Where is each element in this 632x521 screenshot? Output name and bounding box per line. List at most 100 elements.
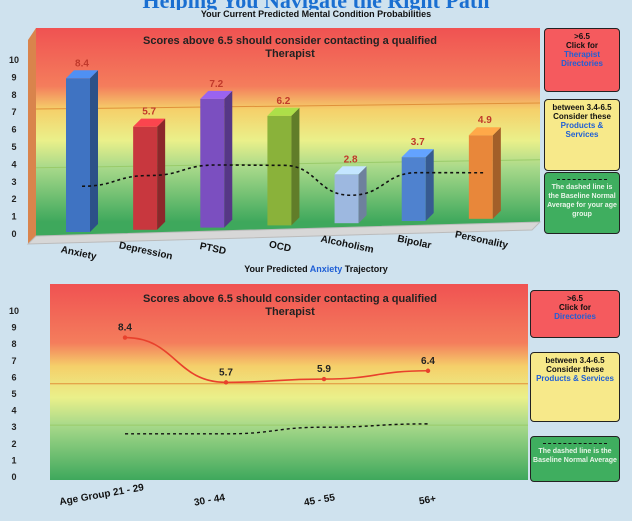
products-services-link-2[interactable]: between 3.4-6.5 Consider these Products … bbox=[530, 352, 620, 422]
chart2-ytick: 5 bbox=[11, 389, 16, 399]
chart2-point bbox=[122, 335, 128, 340]
chart1-bar bbox=[468, 135, 493, 219]
chart1-category-label: OCD bbox=[268, 239, 292, 254]
yellow2-link-label: Products & Services bbox=[536, 374, 614, 383]
red2-threshold-label: >6.5 bbox=[567, 294, 583, 303]
baseline-legend: The dashed line is the Baseline Normal A… bbox=[544, 172, 620, 234]
chart2-point bbox=[425, 368, 431, 373]
chart2-background bbox=[50, 284, 528, 480]
chart2-category-label: 30 - 44 bbox=[193, 492, 226, 508]
chart1-bar-side bbox=[224, 90, 233, 228]
baseline-legend-2: The dashed line is the Baseline Normal A… bbox=[530, 436, 620, 482]
chart2-category-label: 56+ bbox=[418, 494, 437, 508]
chart2-category-label: 45 - 55 bbox=[303, 492, 336, 508]
chart2-ytick: 2 bbox=[11, 439, 16, 449]
chart1-bar-side bbox=[492, 127, 501, 219]
chart1-bar-top bbox=[200, 90, 233, 99]
chart2-series-line bbox=[124, 336, 429, 384]
chart1-bar bbox=[133, 126, 158, 230]
chart1-ytick: 5 bbox=[11, 142, 16, 152]
chart1-baseline-line bbox=[81, 164, 485, 197]
chart2-title-highlight: Anxiety bbox=[309, 264, 343, 274]
chart1-ytick: 4 bbox=[11, 159, 16, 169]
red-click-label: Click for bbox=[565, 41, 598, 50]
chart2-ytick: 0 bbox=[11, 472, 16, 482]
chart2-title-prefix: Your Predicted bbox=[244, 264, 310, 274]
chart1-ytick: 3 bbox=[11, 177, 16, 187]
chart1-bar bbox=[334, 174, 359, 224]
chart2-title-suffix: Trajectory bbox=[342, 264, 388, 274]
chart1-title: Your Current Predicted Mental Condition … bbox=[200, 9, 432, 19]
chart1-category-label: PTSD bbox=[199, 241, 227, 257]
therapist-directories-link[interactable]: >6.5 Click for Therapist Directories bbox=[544, 28, 620, 92]
yellow-range-label: between 3.4-6.5 bbox=[552, 103, 612, 112]
chart1-data-label: 8.4 bbox=[75, 58, 89, 69]
chart2-point bbox=[223, 380, 229, 385]
chart2-ytick: 4 bbox=[11, 406, 16, 416]
chart1-bar-top bbox=[401, 149, 434, 158]
yellow-link-label: Products & Services bbox=[560, 121, 604, 139]
chart2-title: Your Predicted Anxiety Trajectory bbox=[0, 264, 632, 274]
chart1-ytick: 8 bbox=[11, 90, 16, 100]
red-threshold-label: >6.5 bbox=[574, 32, 590, 41]
chart1-category-label: Personality bbox=[454, 229, 509, 251]
directories-link[interactable]: >6.5 Click for Directories bbox=[530, 290, 620, 338]
chart1-side-wall bbox=[28, 28, 36, 244]
chart2-subtitle: Scores above 6.5 should consider contact… bbox=[143, 293, 437, 305]
chart1-category-label: Alcoholism bbox=[320, 234, 375, 256]
chart1-bar bbox=[401, 157, 426, 221]
chart1-bar bbox=[66, 78, 90, 232]
chart1-data-label: 7.2 bbox=[209, 79, 223, 90]
chart2-ytick: 1 bbox=[11, 455, 16, 465]
chart2-baseline-line bbox=[125, 423, 429, 435]
red-link-label: Therapist Directories bbox=[561, 50, 603, 68]
chart1-category-label: Anxiety bbox=[60, 244, 98, 262]
chart1-data-label: 2.8 bbox=[344, 154, 358, 165]
chart2-point bbox=[321, 376, 327, 382]
chart2-data-label: 6.4 bbox=[421, 356, 435, 367]
chart1-bar bbox=[267, 115, 292, 226]
chart1-ytick: 0 bbox=[11, 229, 16, 239]
chart1-ytick: 7 bbox=[11, 107, 16, 117]
page-banner: Helping You Navigate the Right Path bbox=[0, 0, 632, 10]
chart1-bar-top bbox=[468, 127, 501, 136]
chart1-data-label: 3.7 bbox=[411, 137, 425, 148]
chart1-category-label: Depression bbox=[118, 240, 174, 262]
chart2-subtitle-line2: Therapist bbox=[265, 306, 315, 318]
chart1-category-label: Bipolar bbox=[396, 234, 432, 252]
chart1-bar-top bbox=[133, 118, 166, 127]
baseline-legend-text-2: The dashed line is the Baseline Normal A… bbox=[533, 448, 617, 464]
chart2-ytick: 9 bbox=[11, 323, 16, 333]
chart2-data-label: 5.9 bbox=[317, 364, 331, 375]
baseline-legend-swatch bbox=[557, 179, 607, 180]
chart2-ytick: 3 bbox=[11, 422, 16, 432]
chart1-data-label: 6.2 bbox=[276, 96, 290, 107]
yellow-consider-label: Consider these bbox=[553, 112, 611, 121]
yellow2-consider-label: Consider these bbox=[546, 365, 604, 374]
baseline-legend-text: The dashed line is the Baseline Normal A… bbox=[547, 184, 617, 218]
chart2-data-label: 8.4 bbox=[118, 323, 132, 334]
chart1-threshold-high bbox=[35, 102, 541, 110]
chart1-bar-top bbox=[267, 107, 300, 116]
chart1-subtitle: Scores above 6.5 should consider contact… bbox=[143, 35, 437, 47]
products-services-link[interactable]: between 3.4-6.5 Consider these Products … bbox=[544, 99, 620, 171]
chart2-ytick: 6 bbox=[11, 372, 16, 382]
chart1-bar-side bbox=[425, 149, 434, 221]
red2-click-label: Click for bbox=[558, 303, 591, 312]
yellow2-range-label: between 3.4-6.5 bbox=[545, 356, 605, 365]
chart1-ytick: 1 bbox=[11, 212, 16, 222]
chart1-bar-side bbox=[358, 166, 367, 224]
chart1-floor bbox=[26, 221, 542, 245]
chart2-category-label: Age Group 21 - 29 bbox=[59, 482, 146, 508]
red2-link-label: Directories bbox=[554, 312, 596, 321]
chart1-ytick: 6 bbox=[11, 125, 16, 135]
chart2-ytick: 10 bbox=[9, 306, 19, 316]
chart1-data-label: 5.7 bbox=[142, 107, 156, 118]
banner-text: Helping You Navigate the Right Path bbox=[0, 0, 632, 10]
chart1-bar-top bbox=[334, 166, 367, 175]
baseline-legend-swatch-2 bbox=[543, 443, 607, 444]
chart2-ytick: 8 bbox=[11, 339, 16, 349]
chart1-bar bbox=[200, 98, 225, 228]
chart1-data-label: 4.9 bbox=[478, 115, 492, 126]
